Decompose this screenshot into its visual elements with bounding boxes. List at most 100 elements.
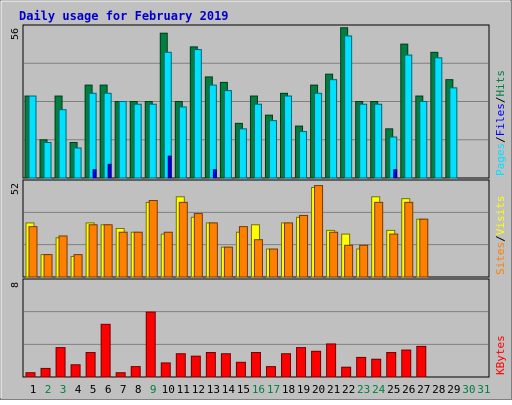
day-label-9: 9 (150, 383, 157, 396)
day-label-27: 27 (417, 383, 430, 396)
bar-kbytes-day-24 (371, 358, 382, 378)
day-label-30: 30 (462, 383, 475, 396)
day-label-14: 14 (222, 383, 236, 396)
bar-kbytes-day-10 (160, 362, 171, 378)
bar-kbytes-day-9 (145, 311, 156, 378)
legend-part: Hits (494, 70, 507, 97)
series-legend-label: KBytes (494, 335, 507, 375)
bar-kbytes-day-3 (55, 347, 66, 378)
day-axis-labels: 1 2 3 4 5 6 7 8 9 10 11 12 13 14 15 16 17 18 19 20 21 22 23 24 2… (30, 383, 491, 396)
bar-kbytes-day-5 (85, 352, 96, 378)
bar-sites-day-10 (163, 231, 173, 278)
bar-kbytes-day-1 (25, 372, 36, 378)
day-label-5: 5 (90, 383, 97, 396)
bar-kbytes-day-23 (356, 356, 367, 378)
bar-sites-day-14 (223, 246, 233, 278)
kbytes-panel: 8 KBytes (10, 278, 507, 378)
bar-sites-day-21 (329, 231, 339, 278)
day-label-21: 21 (327, 383, 340, 396)
bar-sites-day-26 (404, 201, 414, 278)
day-label-1: 1 (30, 383, 37, 396)
bar-kbytes-day-6 (100, 323, 111, 378)
legend-part: / (494, 97, 507, 104)
bar-files-day-9 (148, 103, 157, 179)
bar-sites-day-25 (389, 233, 399, 278)
bar-sites-day-3 (58, 235, 68, 278)
bar-kbytes-day-8 (130, 366, 141, 378)
bar-sites-day-22 (344, 244, 354, 278)
bar-kbytes-day-22 (341, 366, 352, 378)
bar-sites-day-13 (208, 222, 218, 278)
y-max-label: 52 (10, 183, 21, 195)
day-label-19: 19 (297, 383, 310, 396)
bar-files-day-14 (223, 90, 232, 179)
bar-sites-day-6 (103, 224, 113, 278)
bar-files-day-22 (344, 35, 353, 179)
bar-files-day-7 (118, 101, 127, 179)
series-legend-label: Sites/Visits (494, 196, 507, 276)
bar-sites-day-8 (133, 231, 143, 278)
bar-files-day-2 (43, 141, 52, 179)
bar-kbytes-day-12 (190, 355, 201, 378)
day-label-24: 24 (372, 383, 386, 396)
visits-sites-panel: 52 Sites/Visits (10, 179, 507, 278)
bar-sites-day-16 (253, 239, 263, 278)
day-label-31: 31 (477, 383, 490, 396)
bar-kbytes-day-27 (416, 345, 427, 378)
day-label-29: 29 (447, 383, 460, 396)
day-label-28: 28 (432, 383, 445, 396)
day-label-6: 6 (105, 383, 112, 396)
bar-kbytes-day-19 (296, 347, 307, 378)
day-label-17: 17 (267, 383, 280, 396)
y-max-label: 56 (10, 28, 21, 40)
bar-pages-day-5 (92, 169, 97, 179)
day-label-20: 20 (312, 383, 325, 396)
bar-files-day-5 (88, 92, 97, 179)
day-label-25: 25 (387, 383, 400, 396)
bar-files-day-8 (133, 103, 142, 179)
bar-files-day-18 (284, 95, 293, 179)
day-label-4: 4 (75, 383, 82, 396)
bar-sites-day-2 (43, 254, 53, 278)
bar-files-day-27 (419, 101, 428, 179)
legend-part: KBytes (494, 335, 507, 375)
bar-sites-day-9 (148, 200, 158, 278)
bar-kbytes-day-16 (250, 352, 261, 378)
bar-kbytes-day-11 (175, 353, 186, 378)
day-label-26: 26 (402, 383, 415, 396)
bar-sites-day-4 (73, 254, 83, 278)
bar-files-day-19 (299, 131, 308, 179)
day-label-22: 22 (342, 383, 355, 396)
legend-part: Pages (494, 143, 507, 176)
bar-files-day-12 (193, 49, 202, 179)
bar-sites-day-27 (419, 218, 429, 278)
series-legend-label: Pages/Files/Hits (494, 70, 507, 176)
bar-sites-day-24 (374, 201, 384, 278)
day-label-18: 18 (282, 383, 295, 396)
bar-files-day-15 (238, 128, 247, 179)
bar-sites-day-18 (284, 222, 294, 278)
bar-kbytes-day-17 (265, 366, 276, 378)
day-label-13: 13 (207, 383, 220, 396)
bar-sites-day-7 (118, 231, 128, 278)
legend-part: / (494, 136, 507, 143)
day-label-16: 16 (252, 383, 265, 396)
y-max-label: 8 (10, 282, 21, 288)
bar-sites-day-5 (88, 224, 98, 278)
bar-files-day-13 (208, 84, 217, 179)
bar-files-day-26 (404, 54, 413, 179)
bar-files-day-20 (314, 92, 323, 179)
bar-files-day-29 (449, 87, 458, 179)
bar-sites-day-20 (314, 185, 324, 278)
day-label-8: 8 (135, 383, 142, 396)
bar-kbytes-day-26 (401, 349, 412, 378)
bar-kbytes-day-14 (220, 353, 231, 378)
day-label-11: 11 (177, 383, 190, 396)
bar-pages-day-6 (107, 163, 112, 179)
bar-pages-day-25 (393, 169, 398, 179)
bar-sites-day-23 (359, 244, 369, 278)
bar-files-day-28 (434, 57, 443, 179)
bar-files-day-24 (374, 103, 383, 179)
